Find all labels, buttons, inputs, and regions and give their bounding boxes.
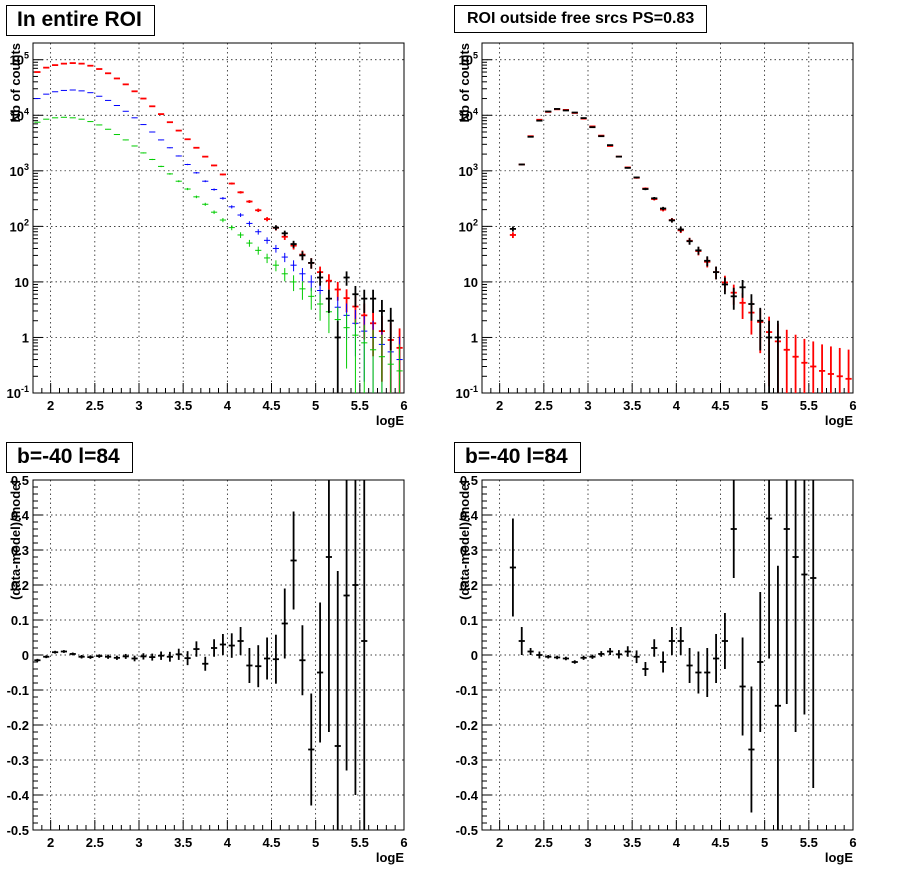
x-tick-label: 5.5 (800, 398, 818, 413)
y-tick-label: 102 (459, 217, 478, 234)
y-tick-label: -0.2 (7, 718, 29, 733)
x-tick-label: 5 (312, 398, 319, 413)
plot-frame (481, 42, 854, 394)
x-tick-label: 2.5 (535, 398, 553, 413)
y-axis-title: Nb of counts (8, 43, 23, 122)
y-tick-label: 0.4 (11, 508, 30, 523)
chart-title: ROI outside free srcs PS=0.83 (454, 5, 708, 33)
x-tick-label: 3.5 (174, 398, 192, 413)
y-tick-label: 105 (10, 51, 29, 68)
y-tick-label: 103 (10, 162, 29, 179)
chart-title: In entire ROI (6, 5, 155, 36)
x-tick-label: 2 (496, 835, 503, 850)
x-tick-label: 5 (312, 835, 319, 850)
chart-panel-residual-left: 2 2.5 3 3.5 4 4.5 5 5.5 6 -0.5 -0.4 -0.3 -0.2 -0.1 0 0.… (0, 437, 449, 875)
x-tick-label: 2.5 (535, 835, 553, 850)
x-tick-label: 2 (496, 398, 503, 413)
chart-residual-left: 2 2.5 3 3.5 4 4.5 5 5.5 6 -0.5 -0.4 -0.3 -0.2 -0.1 0 0.… (7, 473, 408, 865)
y-tick-label: 1 (22, 330, 29, 345)
x-tick-label: 4.5 (711, 835, 729, 850)
y-tick-label: 0 (471, 648, 478, 663)
y-tick-label: 105 (459, 51, 478, 68)
x-tick-label: 4.5 (262, 835, 280, 850)
x-tick-label: 3.5 (174, 835, 192, 850)
x-tick-label: 5 (761, 398, 768, 413)
x-tick-label: 4 (673, 398, 681, 413)
x-tick-label: 3 (135, 835, 142, 850)
x-tick-label: 3 (584, 835, 591, 850)
x-tick-label: 2.5 (86, 398, 104, 413)
plot-frame (32, 42, 405, 394)
y-tick-label: 102 (10, 217, 29, 234)
x-tick-label: 3 (584, 398, 591, 413)
y-tick-label: 0.5 (11, 473, 29, 488)
x-tick-label: 3.5 (623, 835, 641, 850)
x-tick-label: 5 (761, 835, 768, 850)
y-tick-label: 10-1 (456, 384, 478, 401)
y-tick-label: 0.1 (460, 613, 478, 628)
x-axis-title: logE (376, 413, 404, 428)
x-tick-label: 2.5 (86, 835, 104, 850)
y-tick-label: -0.3 (7, 753, 29, 768)
y-tick-label: 103 (459, 162, 478, 179)
y-tick-label: 0.2 (11, 578, 29, 593)
chart-residual-right: 2 2.5 3 3.5 4 4.5 5 5.5 6 -0.5 -0.4 -0.3 -0.2 -0.1 0 0.… (456, 473, 857, 865)
x-tick-label: 6 (400, 398, 407, 413)
x-axis-title: logE (825, 413, 853, 428)
x-tick-label: 5.5 (351, 835, 369, 850)
chart-panel-residual-right: 2 2.5 3 3.5 4 4.5 5 5.5 6 -0.5 -0.4 -0.3 -0.2 -0.1 0 0.… (449, 437, 898, 875)
y-tick-label: 1 (471, 330, 478, 345)
y-tick-label: -0.1 (7, 683, 29, 698)
x-tick-label: 4 (224, 835, 232, 850)
y-tick-label: 0.2 (460, 578, 478, 593)
chart-counts-entire-roi: 2 2.5 3 3.5 4 4.5 5 5.5 6 10-1 1 10 102 103 104 105 logE… (7, 42, 408, 428)
x-tick-label: 6 (849, 835, 856, 850)
y-tick-label: -0.5 (7, 823, 29, 838)
y-tick-label: 0.4 (460, 508, 479, 523)
y-tick-label: 10 (15, 275, 29, 290)
x-tick-label: 2 (47, 398, 54, 413)
chart-panel-counts-entire-roi: 2 2.5 3 3.5 4 4.5 5 5.5 6 10-1 1 10 102 103 104 105 logE… (0, 0, 449, 437)
x-tick-label: 4.5 (262, 398, 280, 413)
x-tick-label: 3 (135, 398, 142, 413)
x-axis-title: logE (825, 850, 853, 865)
x-tick-label: 4 (224, 398, 232, 413)
chart-title: b=-40 l=84 (6, 442, 133, 473)
x-tick-label: 4.5 (711, 398, 729, 413)
x-tick-label: 6 (849, 398, 856, 413)
x-tick-label: 6 (400, 835, 407, 850)
y-tick-label: -0.4 (456, 788, 479, 803)
y-tick-label: 0.5 (460, 473, 478, 488)
x-tick-label: 5.5 (800, 835, 818, 850)
y-tick-label: 0.1 (11, 613, 29, 628)
x-tick-label: 5.5 (351, 398, 369, 413)
x-tick-label: 3.5 (623, 398, 641, 413)
y-tick-label: 10-1 (7, 384, 29, 401)
y-tick-label: -0.4 (7, 788, 30, 803)
y-axis-title: (data-model)/model (8, 480, 23, 600)
x-tick-label: 4 (673, 835, 681, 850)
y-axis-title: Nb of counts (457, 43, 472, 122)
x-tick-label: 2 (47, 835, 54, 850)
y-tick-label: 10 (464, 275, 478, 290)
y-tick-label: -0.2 (456, 718, 478, 733)
y-tick-label: 104 (10, 106, 29, 123)
x-axis-title: logE (376, 850, 404, 865)
chart-title: b=-40 l=84 (454, 442, 581, 473)
y-tick-label: 0.3 (11, 543, 29, 558)
y-axis-title: (data-model)/model (457, 480, 472, 600)
y-tick-label: -0.5 (456, 823, 478, 838)
chart-counts-outside-srcs: 2 2.5 3 3.5 4 4.5 5 5.5 6 10-1 1 10 102 103 104 105 logE… (456, 42, 857, 428)
y-tick-label: 104 (459, 106, 478, 123)
y-tick-label: -0.3 (456, 753, 478, 768)
y-tick-label: 0.3 (460, 543, 478, 558)
y-tick-label: 0 (22, 648, 29, 663)
y-tick-label: -0.1 (456, 683, 478, 698)
chart-panel-counts-outside-srcs: 2 2.5 3 3.5 4 4.5 5 5.5 6 10-1 1 10 102 103 104 105 logE… (449, 0, 898, 437)
